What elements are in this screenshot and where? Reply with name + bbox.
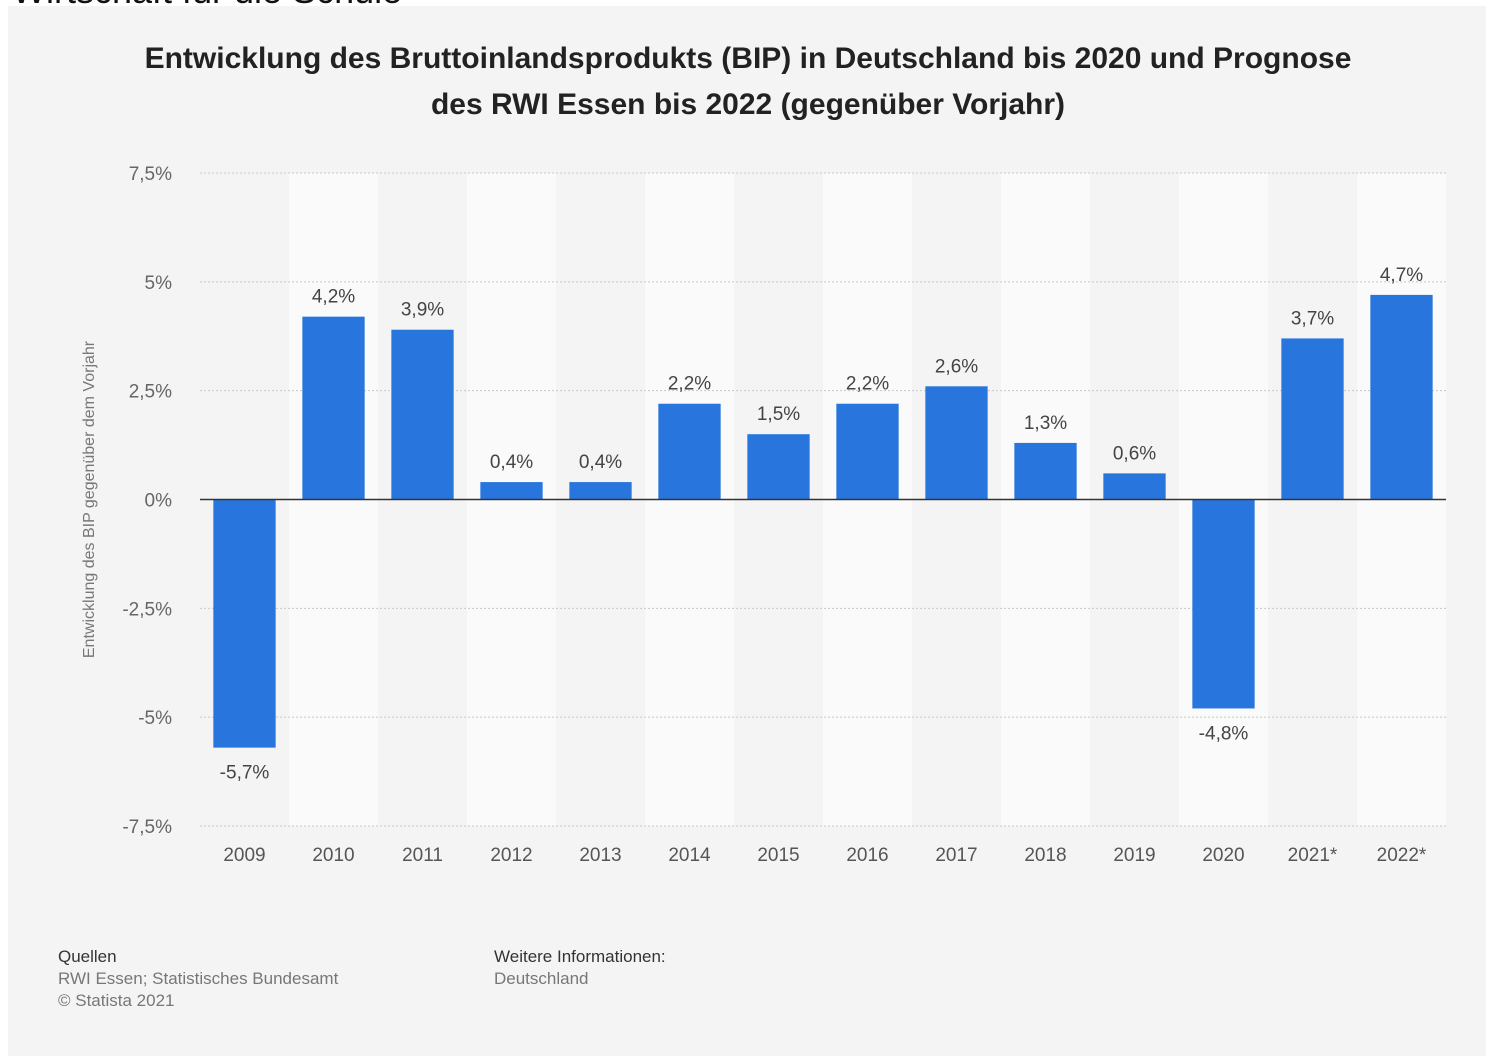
bar: [480, 482, 543, 500]
data-label: 2,6%: [935, 356, 978, 377]
bar: [1192, 499, 1255, 709]
y-tick-label: 5%: [145, 273, 173, 294]
data-label: 0,4%: [490, 452, 533, 473]
data-label: 4,7%: [1380, 265, 1423, 286]
data-label: 4,2%: [312, 287, 355, 308]
y-tick-label: 7,5%: [129, 164, 172, 185]
data-label: 3,7%: [1291, 308, 1334, 329]
data-label: 0,4%: [579, 452, 622, 473]
bar: [747, 434, 810, 500]
bar: [1370, 294, 1433, 500]
sources-heading: Quellen: [58, 947, 117, 966]
y-tick-label: 2,5%: [129, 382, 172, 403]
x-tick-label: 2016: [846, 845, 888, 866]
sources-block: Quellen RWI Essen; Statistisches Bundesa…: [58, 946, 338, 1012]
page-heading-cut: Wirtschaft für die Schule: [12, 0, 402, 12]
y-tick-label: 0%: [145, 491, 173, 512]
data-label: 2,2%: [846, 374, 889, 395]
x-tick-label: 2020: [1202, 845, 1244, 866]
bar: [302, 316, 365, 500]
data-label: 2,2%: [668, 374, 711, 395]
x-tick-label: 2018: [1024, 845, 1066, 866]
y-tick-label: -7,5%: [122, 817, 172, 838]
sources-line: RWI Essen; Statistisches Bundesamt: [58, 969, 339, 988]
x-tick-label: 2021*: [1288, 845, 1338, 866]
chart-title-line-2: des RWI Essen bis 2022 (gegenüber Vorjah…: [430, 88, 1066, 121]
bar: [658, 403, 721, 500]
bar: [1281, 338, 1344, 500]
more-info-block: Weitere Informationen: Deutschland: [494, 946, 666, 990]
y-tick-label: -2,5%: [122, 599, 172, 620]
more-info-line: Deutschland: [494, 969, 589, 988]
x-tick-label: 2015: [757, 845, 799, 866]
bar: [925, 386, 988, 500]
chart-card: Entwicklung des Bruttoinlandsprodukts (B…: [8, 6, 1486, 1056]
x-tick-label: 2012: [490, 845, 532, 866]
x-tick-label: 2019: [1113, 845, 1155, 866]
data-label: 1,5%: [757, 404, 800, 425]
bar: [1103, 473, 1166, 500]
more-info-heading: Weitere Informationen:: [494, 947, 666, 966]
x-tick-label: 2010: [312, 845, 354, 866]
data-label: 3,9%: [401, 300, 444, 321]
bar: [391, 329, 454, 500]
data-label: 0,6%: [1113, 443, 1156, 464]
x-tick-label: 2014: [668, 845, 711, 866]
x-tick-label: 2011: [402, 845, 443, 866]
bar: [836, 403, 899, 500]
bar: [213, 499, 276, 748]
copyright-line: © Statista 2021: [58, 991, 175, 1010]
data-label: 1,3%: [1024, 413, 1067, 434]
bar: [569, 482, 632, 500]
bar-chart: 7,5% 5% 2,5% 0% -2,5% -5% -7,5% -5,7% 2009 4,2% 20…: [81, 164, 1446, 866]
bar: [1014, 442, 1077, 500]
y-axis-label: Entwicklung des BIP gegenüber dem Vorjah…: [81, 340, 98, 658]
x-tick-label: 2009: [223, 845, 265, 866]
data-label: -5,7%: [220, 763, 270, 784]
x-tick-label: 2013: [579, 845, 621, 866]
x-tick-label: 2017: [935, 845, 977, 866]
y-tick-label: -5%: [138, 708, 172, 729]
data-label: -4,8%: [1199, 723, 1249, 744]
chart-title: Entwicklung des Bruttoinlandsprodukts (B…: [48, 36, 1448, 128]
x-tick-label: 2022*: [1377, 845, 1427, 866]
chart-title-line-1: Entwicklung des Bruttoinlandsprodukts (B…: [144, 42, 1352, 75]
